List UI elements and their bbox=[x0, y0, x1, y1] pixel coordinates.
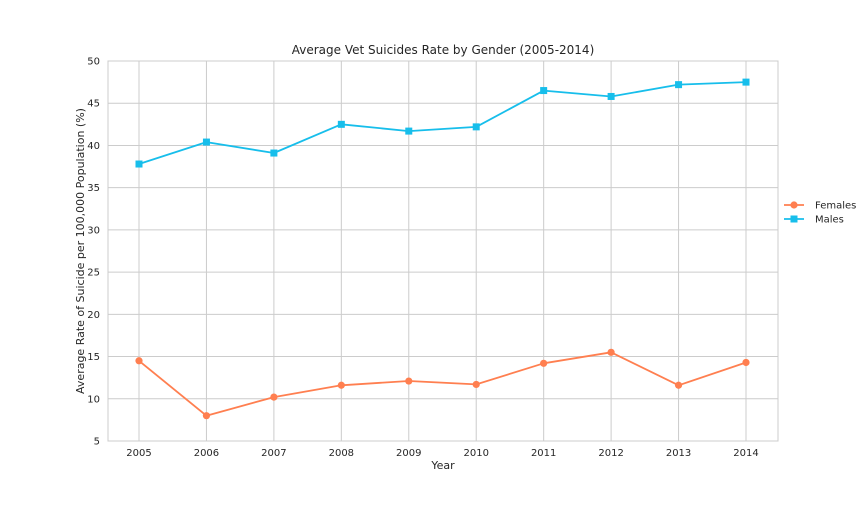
y-tick-label: 35 bbox=[87, 183, 100, 194]
legend-marker-males bbox=[790, 215, 798, 223]
y-tick-label: 5 bbox=[94, 437, 100, 448]
males-point bbox=[405, 127, 413, 135]
males-point bbox=[202, 138, 210, 146]
females-point bbox=[472, 380, 480, 389]
y-tick-label: 45 bbox=[87, 99, 100, 110]
y-axis-label: Average Rate of Suicide per 100,000 Popu… bbox=[74, 108, 87, 394]
females-series bbox=[135, 348, 750, 420]
males-point bbox=[472, 123, 480, 131]
females-line bbox=[138, 351, 747, 417]
x-tick-label: 2005 bbox=[126, 448, 151, 459]
x-tick-label: 2006 bbox=[194, 448, 219, 459]
females-point bbox=[270, 393, 278, 401]
females-point bbox=[674, 381, 683, 389]
x-tick-label: 2012 bbox=[598, 448, 623, 459]
x-axis-label: Year bbox=[430, 459, 455, 472]
chart-title: Average Vet Suicides Rate by Gender (200… bbox=[292, 43, 595, 57]
x-tick-label: 2008 bbox=[329, 448, 354, 459]
plot-frame bbox=[107, 60, 779, 442]
y-tick-label: 10 bbox=[87, 394, 100, 405]
legend: Females Males bbox=[784, 201, 856, 226]
series-layer bbox=[135, 78, 750, 420]
legend-item-males: Males bbox=[784, 215, 844, 226]
grid-layer bbox=[108, 60, 778, 442]
females-point bbox=[742, 358, 750, 367]
y-tick-label: 40 bbox=[87, 141, 100, 152]
males-point bbox=[270, 149, 278, 157]
legend-label-females: Females bbox=[815, 201, 856, 212]
tick-labels: 5 10 15 20 25 30 35 40 45 50 2005 2006 2007 2008 2009 2… bbox=[87, 57, 758, 460]
females-point bbox=[202, 412, 211, 420]
males-series bbox=[135, 78, 750, 168]
y-tick-label: 25 bbox=[87, 268, 100, 279]
x-tick-label: 2013 bbox=[666, 448, 691, 459]
legend-label-males: Males bbox=[815, 215, 844, 226]
x-tick-label: 2011 bbox=[531, 448, 556, 459]
females-point bbox=[337, 381, 345, 389]
males-point bbox=[742, 78, 750, 86]
y-tick-label: 15 bbox=[87, 352, 100, 363]
females-point bbox=[607, 348, 615, 356]
x-tick-label: 2010 bbox=[463, 448, 488, 459]
females-point bbox=[405, 377, 413, 385]
males-point bbox=[337, 120, 345, 128]
males-point bbox=[607, 92, 615, 100]
y-tick-label: 30 bbox=[87, 225, 100, 236]
females-point bbox=[135, 357, 143, 365]
y-tick-label: 50 bbox=[87, 57, 100, 68]
females-point bbox=[540, 359, 548, 367]
x-tick-label: 2009 bbox=[396, 448, 421, 459]
y-tick-label: 20 bbox=[87, 310, 100, 321]
x-tick-label: 2014 bbox=[733, 448, 758, 459]
legend-item-females: Females bbox=[784, 201, 856, 212]
x-tick-label: 2007 bbox=[261, 448, 286, 459]
males-point bbox=[675, 81, 683, 89]
plot-border bbox=[107, 60, 779, 442]
males-point bbox=[135, 160, 143, 168]
legend-marker-females bbox=[790, 201, 798, 209]
males-point bbox=[540, 87, 548, 95]
males-line bbox=[138, 81, 747, 165]
